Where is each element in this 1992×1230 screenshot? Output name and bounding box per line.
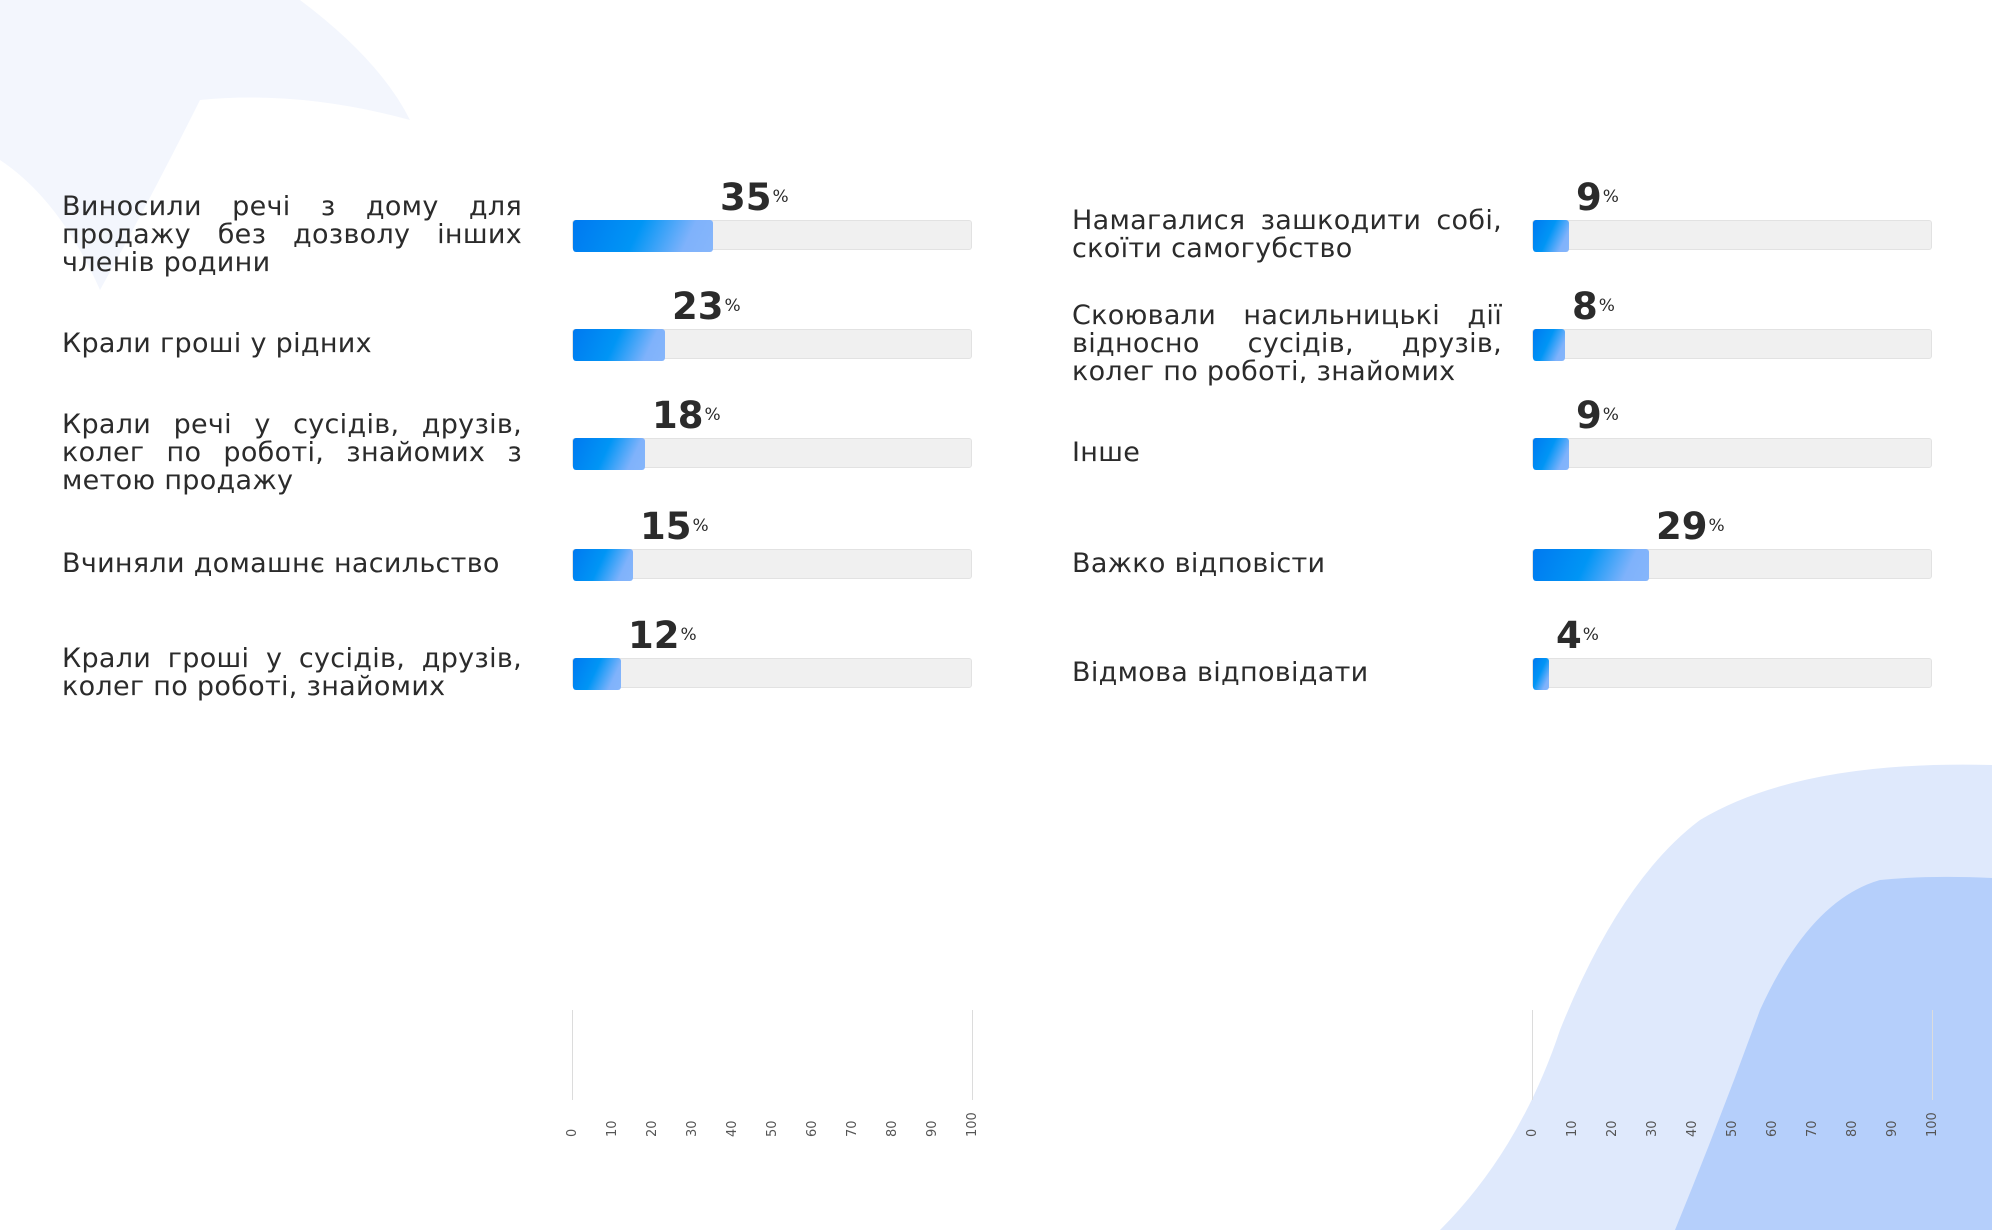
axis-tick-label: 60 (805, 1120, 820, 1137)
axis-tick-label: 40 (1685, 1120, 1700, 1137)
category-label: Крали гроші у сусідів, друзів, колег по … (62, 643, 522, 702)
axis-tick-label: 0 (1525, 1128, 1540, 1137)
category-label: Інше (1072, 437, 1141, 468)
axis-tick-label: 10 (605, 1120, 620, 1137)
bar (1533, 549, 1649, 581)
bar-track (1532, 220, 1932, 252)
axis-gridline (1532, 1010, 1533, 1100)
axis-gridline (572, 1010, 573, 1100)
bar-track (572, 658, 972, 690)
value-unit: % (704, 405, 721, 425)
category-label: Намагалися зашкодити собі, скоїти самогу… (1072, 205, 1502, 264)
value-unit: % (724, 296, 741, 316)
value-label: 9% (1576, 179, 1619, 216)
category-label: Скоювали насильницькі дії відносно сусід… (1072, 300, 1502, 387)
bar-track (572, 549, 972, 581)
category-label: Крали речі у сусідів, друзів, колег по р… (62, 409, 522, 496)
bar (1533, 438, 1569, 470)
bar (1533, 220, 1569, 252)
value-unit: % (1582, 625, 1599, 645)
axis-tick-label: 100 (1925, 1112, 1940, 1137)
value-unit: % (1602, 187, 1619, 207)
axis-tick-label: 60 (1765, 1120, 1780, 1137)
bar-track (1532, 658, 1932, 690)
category-label: Відмова відповідати (1072, 657, 1369, 688)
axis-tick-label: 50 (1725, 1120, 1740, 1137)
value-number: 29 (1656, 505, 1708, 548)
value-label: 35% (720, 179, 789, 216)
axis-tick-label: 10 (1565, 1120, 1580, 1137)
axis-tick-label: 40 (725, 1120, 740, 1137)
axis-tick-label: 90 (1885, 1120, 1900, 1137)
bar (573, 549, 633, 581)
bar (573, 329, 665, 361)
value-number: 15 (640, 505, 692, 548)
value-label: 9% (1576, 397, 1619, 434)
axis-tick-label: 20 (645, 1120, 660, 1137)
axis-gridline (1932, 1010, 1933, 1100)
axis-tick-label: 50 (765, 1120, 780, 1137)
value-label: 15% (640, 508, 709, 545)
value-number: 23 (672, 285, 724, 328)
value-unit: % (680, 625, 697, 645)
axis-tick-label: 70 (845, 1120, 860, 1137)
value-label: 4% (1556, 617, 1599, 654)
value-label: 8% (1572, 288, 1615, 325)
value-unit: % (692, 516, 709, 536)
value-label: 29% (1656, 508, 1725, 545)
bar (1533, 658, 1549, 690)
blob-dark (1675, 876, 1992, 1230)
bar-track (572, 220, 972, 252)
bar (573, 220, 713, 252)
value-number: 18 (652, 394, 704, 437)
bar-track (572, 438, 972, 470)
bar-track (572, 329, 972, 361)
axis-tick-label: 90 (925, 1120, 940, 1137)
value-number: 8 (1572, 285, 1598, 328)
category-label: Крали гроші у рідних (62, 328, 372, 359)
value-label: 23% (672, 288, 741, 325)
value-number: 9 (1576, 394, 1602, 437)
bar (573, 438, 645, 470)
leaf-decoration (0, 0, 410, 290)
bar-track (1532, 329, 1932, 361)
bar (573, 658, 621, 690)
category-label: Вчиняли домашнє насильство (62, 548, 500, 579)
value-number: 12 (628, 614, 680, 657)
axis-tick-label: 100 (965, 1112, 980, 1137)
value-unit: % (1598, 296, 1615, 316)
axis-tick-label: 0 (565, 1128, 580, 1137)
bar-track (1532, 549, 1932, 581)
value-number: 4 (1556, 614, 1582, 657)
bar (1533, 329, 1565, 361)
axis-tick-label: 30 (685, 1120, 700, 1137)
value-number: 35 (720, 176, 772, 219)
category-label: Виносили речі з дому для продажу без доз… (62, 191, 522, 278)
value-unit: % (1602, 405, 1619, 425)
axis-tick-label: 80 (1845, 1120, 1860, 1137)
bar-track (1532, 438, 1932, 470)
value-label: 18% (652, 397, 721, 434)
axis-tick-label: 30 (1645, 1120, 1660, 1137)
value-number: 9 (1576, 176, 1602, 219)
value-label: 12% (628, 617, 697, 654)
category-label: Важко відповісти (1072, 548, 1326, 579)
axis-gridline (972, 1010, 973, 1100)
value-unit: % (772, 187, 789, 207)
axis-tick-label: 20 (1605, 1120, 1620, 1137)
value-unit: % (1708, 516, 1725, 536)
axis-tick-label: 80 (885, 1120, 900, 1137)
axis-tick-label: 70 (1805, 1120, 1820, 1137)
